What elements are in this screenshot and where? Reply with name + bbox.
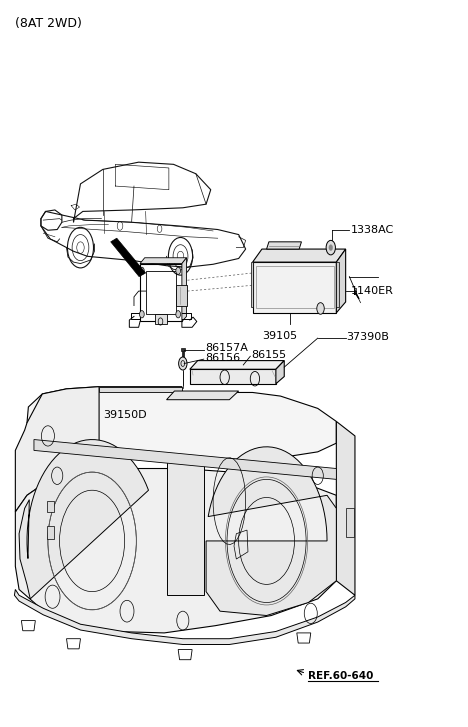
Polygon shape <box>47 501 54 512</box>
Polygon shape <box>181 348 185 351</box>
Text: (8AT 2WD): (8AT 2WD) <box>15 17 82 31</box>
Polygon shape <box>155 314 167 324</box>
Text: 39105: 39105 <box>262 331 297 341</box>
Circle shape <box>317 302 324 314</box>
Polygon shape <box>15 387 99 512</box>
Polygon shape <box>167 391 239 400</box>
Polygon shape <box>267 242 301 249</box>
Polygon shape <box>27 387 336 459</box>
Text: 86156: 86156 <box>205 353 240 363</box>
Polygon shape <box>15 468 336 633</box>
Circle shape <box>176 310 181 318</box>
Circle shape <box>326 241 336 255</box>
Circle shape <box>329 245 333 251</box>
Polygon shape <box>111 238 146 276</box>
Polygon shape <box>336 262 339 307</box>
Polygon shape <box>182 258 187 321</box>
Circle shape <box>176 268 181 274</box>
Text: 39150D: 39150D <box>103 410 146 420</box>
Polygon shape <box>336 422 355 595</box>
Text: 1140ER: 1140ER <box>351 286 394 296</box>
Polygon shape <box>206 447 336 616</box>
Circle shape <box>139 268 144 274</box>
Polygon shape <box>346 508 354 537</box>
Polygon shape <box>19 440 148 599</box>
Circle shape <box>139 310 144 318</box>
Polygon shape <box>276 361 284 384</box>
Text: 86157A: 86157A <box>205 342 248 353</box>
Polygon shape <box>15 590 355 645</box>
Text: 86155: 86155 <box>252 350 287 360</box>
Text: REF.60-640: REF.60-640 <box>308 671 374 681</box>
Polygon shape <box>190 369 276 384</box>
Polygon shape <box>251 262 253 307</box>
Polygon shape <box>167 458 204 595</box>
Circle shape <box>179 357 187 370</box>
Polygon shape <box>253 249 346 262</box>
Polygon shape <box>253 262 336 313</box>
Polygon shape <box>34 440 336 479</box>
Polygon shape <box>190 361 284 369</box>
Text: 1338AC: 1338AC <box>351 225 395 235</box>
Text: 37390B: 37390B <box>347 332 389 342</box>
Polygon shape <box>99 387 182 393</box>
Polygon shape <box>182 350 184 357</box>
Polygon shape <box>336 249 346 313</box>
Polygon shape <box>140 258 187 264</box>
Polygon shape <box>47 526 54 539</box>
Polygon shape <box>176 285 187 305</box>
